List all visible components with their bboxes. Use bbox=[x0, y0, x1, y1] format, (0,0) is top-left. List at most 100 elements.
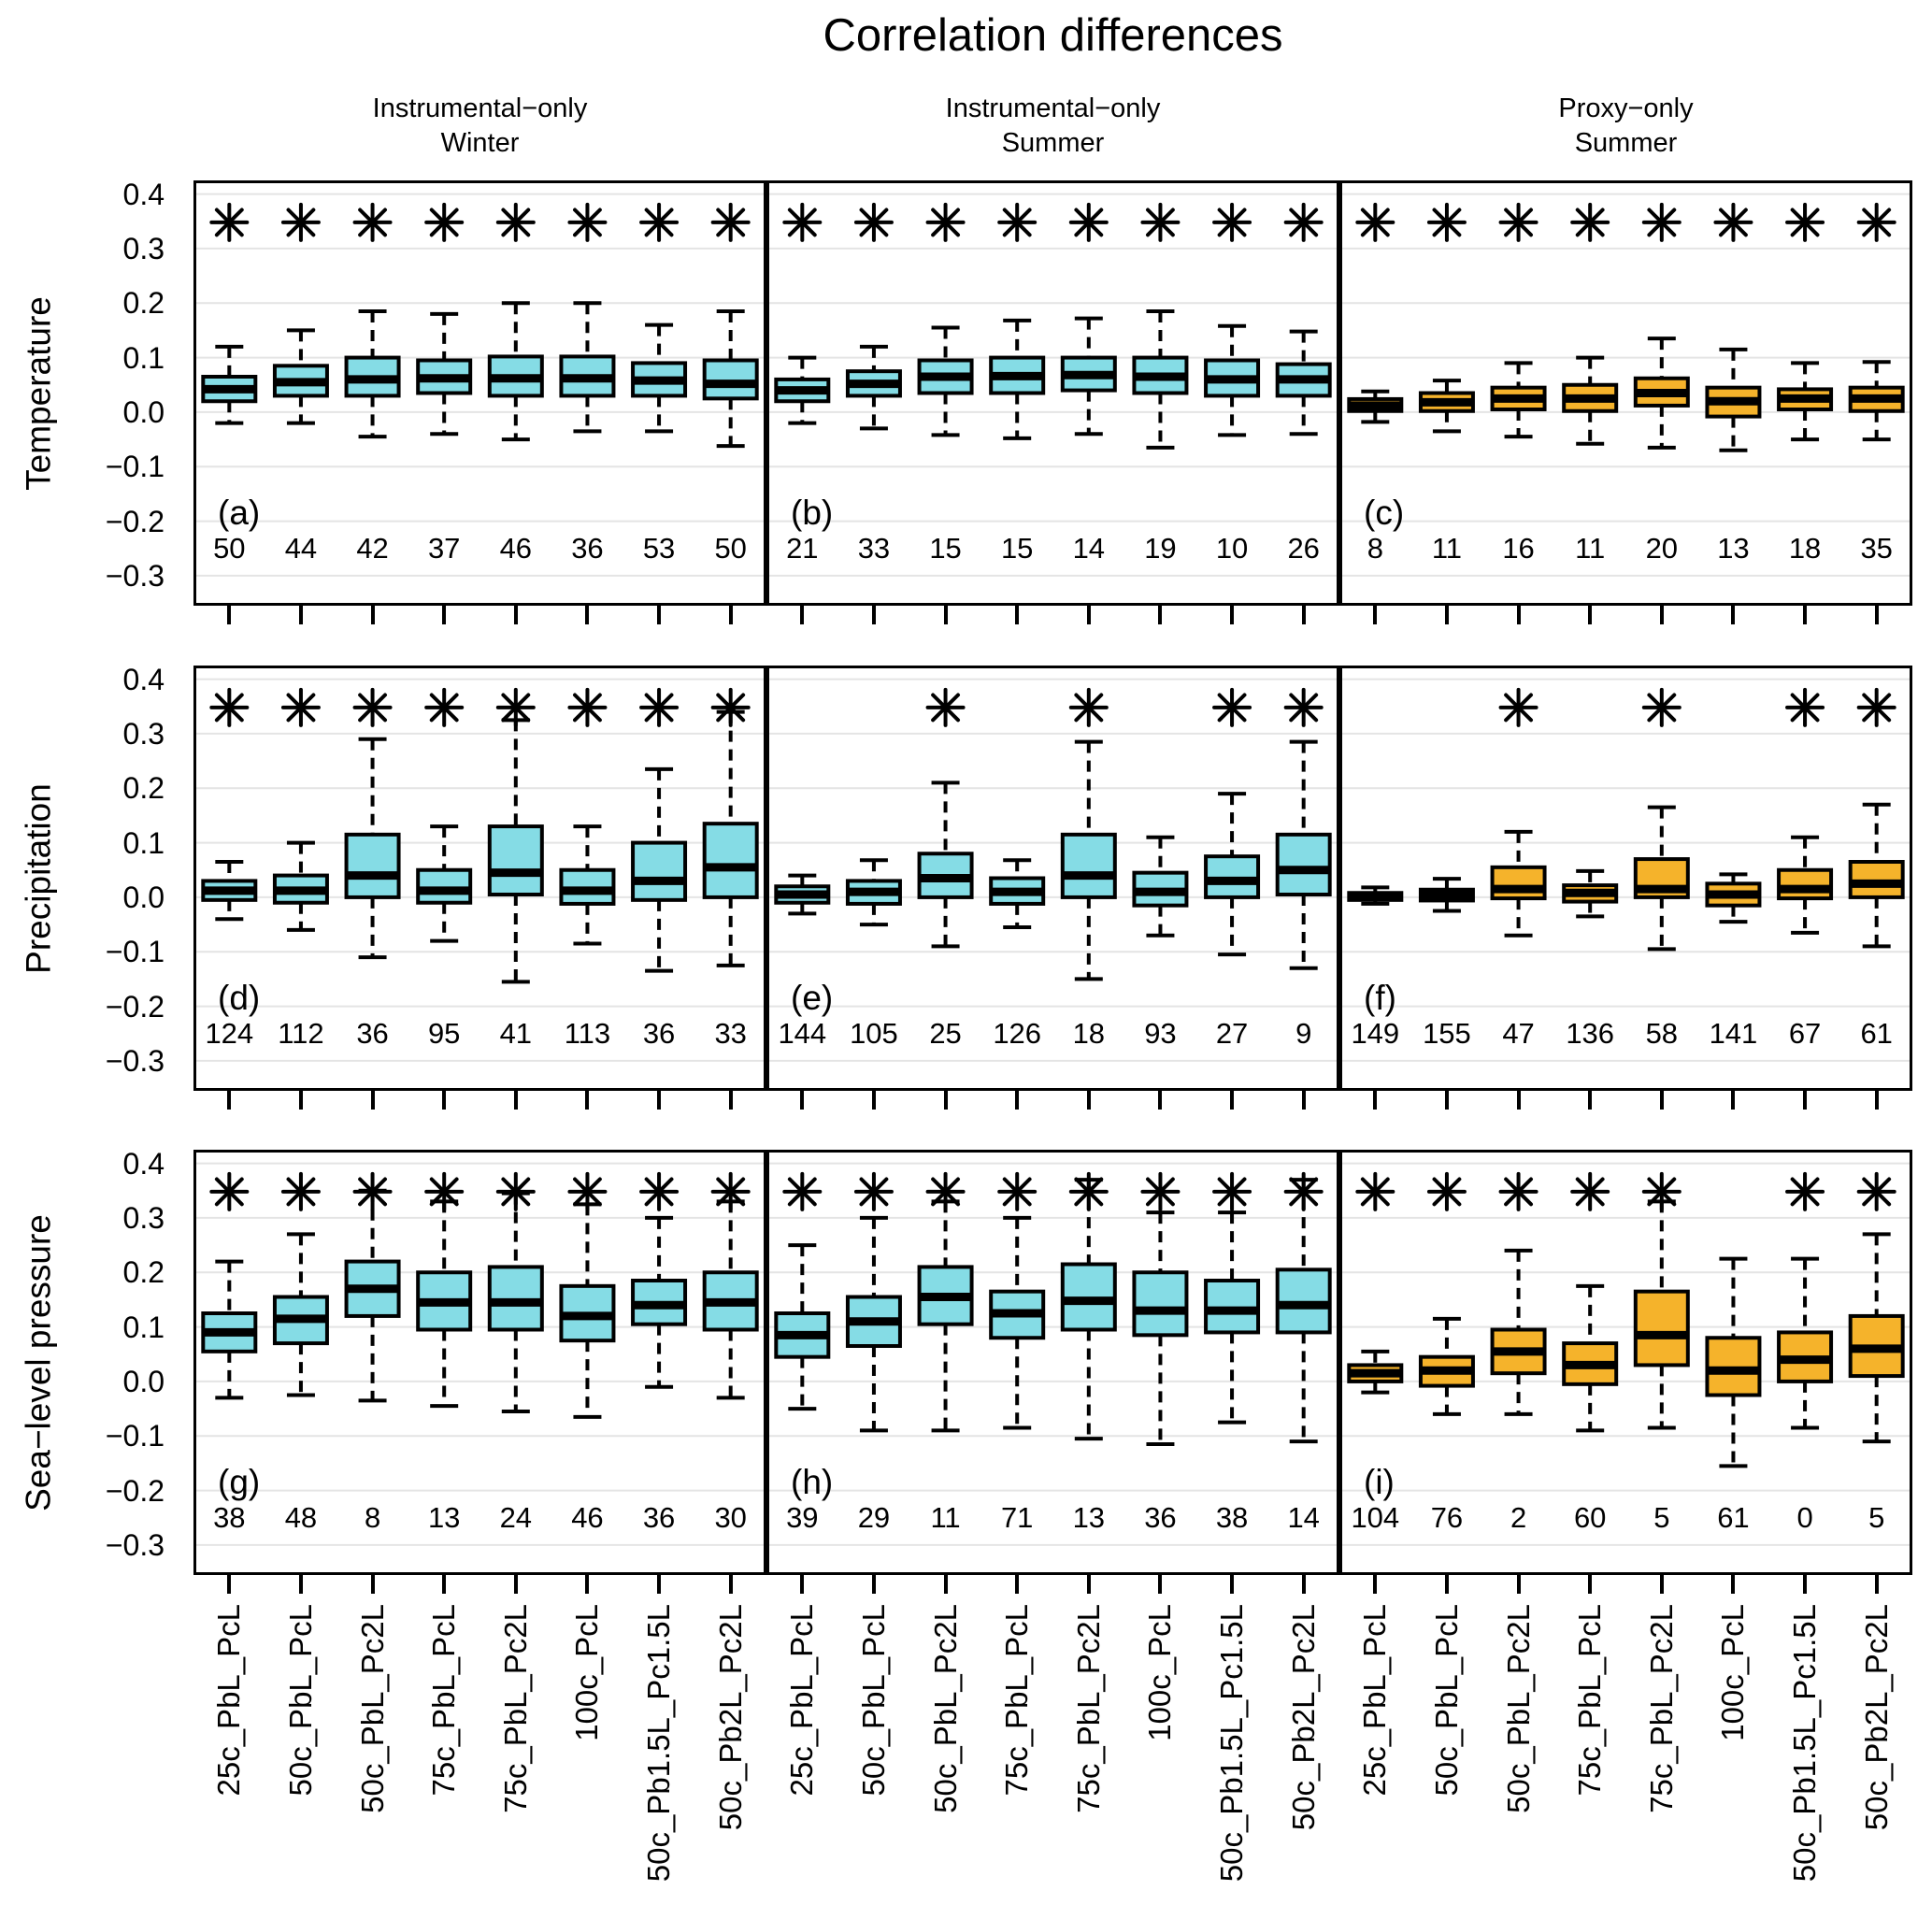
count-label: 36 bbox=[356, 1017, 388, 1050]
significance-asterisk bbox=[1283, 202, 1324, 242]
x-tick-mark bbox=[1516, 1575, 1521, 1594]
x-tick-mark bbox=[871, 606, 876, 624]
panel-letter: (b) bbox=[791, 494, 833, 532]
x-tick-mark bbox=[227, 1091, 232, 1110]
boxplot bbox=[1275, 329, 1332, 437]
x-tick-mark bbox=[513, 1091, 518, 1110]
count-label: 18 bbox=[1073, 1017, 1105, 1050]
boxplot bbox=[272, 328, 329, 425]
x-tick-mark bbox=[370, 1091, 375, 1110]
count-label: 144 bbox=[778, 1017, 826, 1050]
count-label: 5 bbox=[1653, 1501, 1669, 1534]
x-tick-mark bbox=[657, 1091, 662, 1110]
boxplot bbox=[845, 858, 902, 927]
boxplot bbox=[702, 309, 759, 449]
x-tick-mark bbox=[1516, 1091, 1521, 1110]
x-tick-mark bbox=[943, 1575, 948, 1594]
count-label: 36 bbox=[643, 1017, 675, 1050]
count-label: 2 bbox=[1510, 1501, 1526, 1534]
significance-asterisk bbox=[495, 1171, 536, 1211]
y-tick-label: 0.3 bbox=[122, 1200, 165, 1235]
panel-i: 104 76 2 60 5 61 0 5 (i) bbox=[1339, 1150, 1912, 1575]
count-label: 61 bbox=[1717, 1501, 1749, 1534]
significance-asterisk bbox=[1570, 202, 1610, 242]
y-tick-label: 0.0 bbox=[122, 1364, 165, 1398]
significance-asterisk bbox=[925, 202, 966, 242]
x-tick-mark bbox=[1444, 1575, 1449, 1594]
count-label: 9 bbox=[1295, 1017, 1311, 1050]
x-tick-mark bbox=[442, 1575, 447, 1594]
y-tick-label: 0.1 bbox=[122, 1310, 165, 1344]
y-tick-label: −0.3 bbox=[105, 1527, 165, 1562]
x-tick-mark bbox=[1874, 1575, 1879, 1594]
boxplot bbox=[1705, 1256, 1762, 1468]
iqr-box bbox=[1633, 1289, 1690, 1368]
count-label: 95 bbox=[428, 1017, 460, 1050]
significance-asterisk bbox=[1283, 1171, 1324, 1211]
count-label: 18 bbox=[1789, 532, 1821, 565]
x-tick-mark bbox=[1373, 1091, 1378, 1110]
significance-asterisk bbox=[1498, 687, 1538, 727]
count-label: 5 bbox=[1868, 1501, 1884, 1534]
iqr-box bbox=[344, 832, 401, 899]
count-label: 20 bbox=[1646, 532, 1678, 565]
x-tick-mark bbox=[1659, 1575, 1664, 1594]
iqr-box bbox=[1275, 832, 1332, 896]
panel-letter: (d) bbox=[218, 979, 260, 1017]
boxplot bbox=[917, 325, 974, 437]
panel-letter: (c) bbox=[1364, 494, 1404, 532]
count-label: 136 bbox=[1566, 1017, 1614, 1050]
boxplot-panel: 124 112 36 95 41 113 36 33 (d) bbox=[193, 666, 766, 1091]
significance-asterisk bbox=[567, 1171, 608, 1211]
boxplot bbox=[1633, 805, 1690, 952]
count-label: 10 bbox=[1216, 532, 1248, 565]
significance-asterisk bbox=[1426, 202, 1467, 242]
count-label: 27 bbox=[1216, 1017, 1248, 1050]
x-tick-mark bbox=[1086, 1091, 1091, 1110]
x-axis-label: 25c_PbL_PcL bbox=[211, 1604, 247, 1797]
x-axis-label: 75c_PbL_PcL bbox=[426, 1604, 462, 1797]
column-header-line1: Instrumental−only bbox=[945, 93, 1161, 123]
significance-asterisk bbox=[495, 687, 536, 727]
significance-asterisk bbox=[925, 1171, 966, 1211]
count-label: 113 bbox=[565, 1017, 610, 1050]
significance-asterisk bbox=[1140, 202, 1181, 242]
count-label: 37 bbox=[428, 532, 460, 565]
x-tick-mark bbox=[1373, 606, 1378, 624]
boxplot bbox=[774, 355, 831, 425]
count-label: 41 bbox=[500, 1017, 532, 1050]
boxplot bbox=[845, 344, 902, 431]
boxplot bbox=[559, 1202, 616, 1419]
significance-asterisk bbox=[1498, 1171, 1538, 1211]
column-header-line2: Winter bbox=[440, 128, 520, 158]
boxplot bbox=[1204, 792, 1261, 957]
boxplot bbox=[1275, 739, 1332, 970]
significance-asterisk bbox=[1570, 1171, 1610, 1211]
significance-asterisk bbox=[1641, 202, 1682, 242]
count-label: 50 bbox=[213, 532, 245, 565]
x-tick-mark bbox=[728, 606, 733, 624]
significance-asterisk bbox=[1785, 687, 1825, 727]
y-tick-label: −0.3 bbox=[105, 558, 165, 593]
x-tick-mark bbox=[1086, 606, 1091, 624]
x-tick-mark bbox=[1588, 606, 1593, 624]
x-tick-mark bbox=[943, 606, 948, 624]
count-label: 15 bbox=[929, 532, 961, 565]
boxplot bbox=[1060, 316, 1117, 437]
y-tick-label: 0.1 bbox=[122, 340, 165, 375]
boxplot bbox=[201, 1259, 258, 1400]
count-label: 13 bbox=[1073, 1501, 1105, 1534]
x-tick-mark bbox=[227, 1575, 232, 1594]
significance-asterisk bbox=[853, 1171, 894, 1211]
count-label: 42 bbox=[356, 532, 388, 565]
column-header-instrumental-summer: Instrumental−only Summer bbox=[766, 92, 1339, 161]
boxplot-panel: 144 105 25 126 18 93 27 9 (e) bbox=[766, 666, 1339, 1091]
boxplot bbox=[1275, 1178, 1332, 1444]
x-axis-label: 75c_PbL_Pc2L bbox=[1070, 1604, 1106, 1813]
x-tick-mark bbox=[1015, 1575, 1020, 1594]
boxplot bbox=[1132, 835, 1189, 938]
x-tick-mark bbox=[1301, 606, 1306, 624]
significance-asterisk bbox=[567, 202, 608, 242]
boxplot bbox=[1060, 739, 1117, 981]
count-label: 36 bbox=[643, 1501, 675, 1534]
